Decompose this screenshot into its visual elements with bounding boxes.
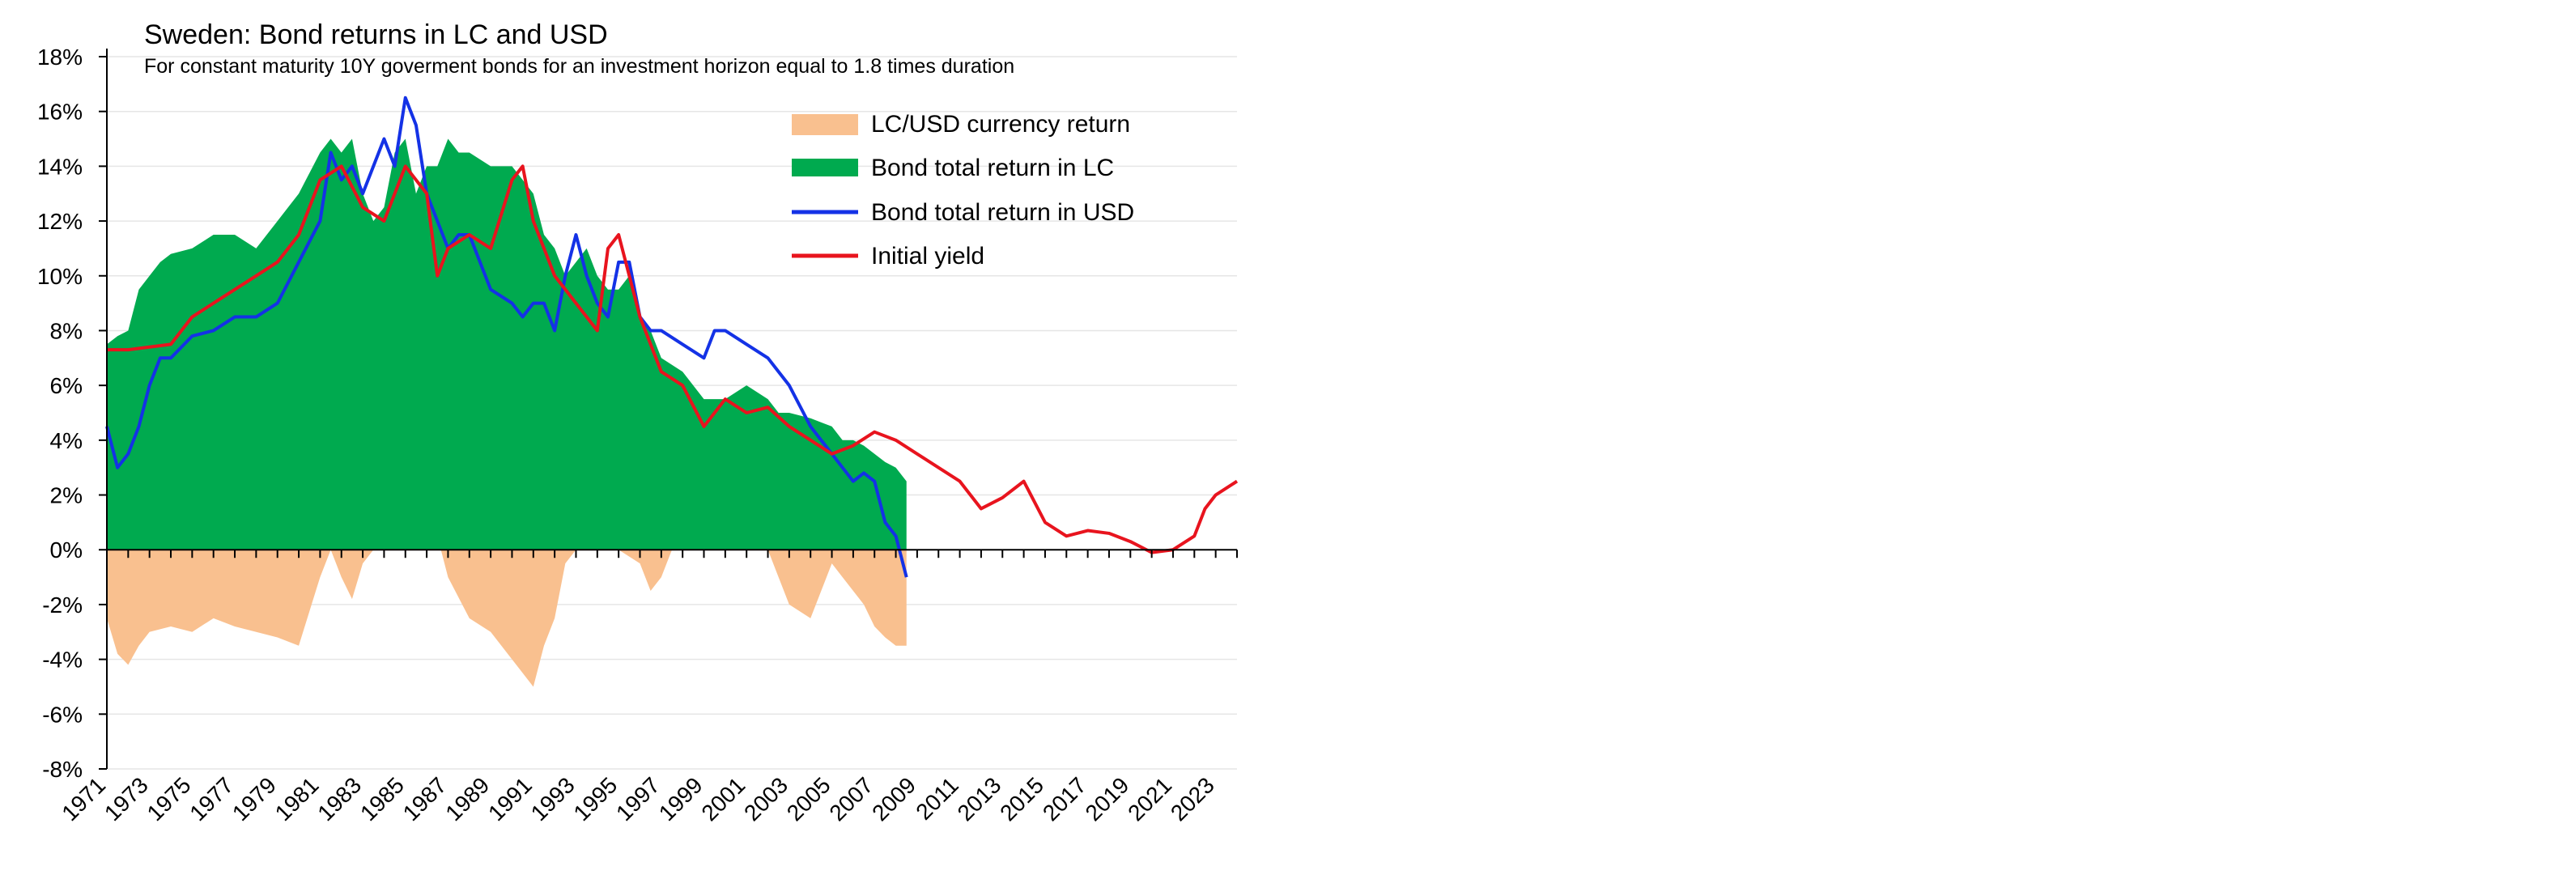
x-tick-label: 2015 — [995, 772, 1048, 826]
x-tick-label: 1997 — [611, 772, 665, 826]
y-tick-labels: 18% 16% 14% 12% 10% 8% 6% 4% 2% 0% -2% -4% -6% -8% — [37, 45, 83, 782]
x-tick-label: 1995 — [568, 772, 622, 826]
chart-title: Sweden: Bond returns in LC and USD — [144, 19, 608, 50]
y-tick-label: 18% — [37, 45, 83, 70]
y-tick-label: 0% — [50, 537, 83, 563]
x-tick-label: 1999 — [654, 772, 708, 826]
y-tick-label: -4% — [42, 648, 83, 673]
x-tick-label: 1973 — [100, 772, 153, 826]
x-tick-label: 2001 — [696, 772, 750, 826]
y-tick-label: -8% — [42, 757, 83, 782]
x-tick-label: 1987 — [398, 772, 452, 826]
x-tick-label: 2003 — [739, 772, 793, 826]
legend-label-usd: Bond total return in USD — [871, 199, 1134, 226]
x-tick-label: 2013 — [953, 772, 1006, 826]
line-series — [105, 96, 1239, 578]
area-series — [107, 138, 907, 687]
x-tick-label: 1991 — [483, 772, 537, 826]
legend: LC/USD currency return Bond total return… — [792, 111, 1134, 270]
legend-swatch-lc — [792, 159, 858, 176]
x-tick-label: 1979 — [227, 772, 281, 826]
y-tick-label: 16% — [37, 100, 83, 125]
legend-swatch-currency — [792, 114, 858, 135]
legend-label-currency: LC/USD currency return — [871, 111, 1130, 138]
area-bond-return-lc — [107, 138, 907, 550]
y-tick-label: -6% — [42, 702, 83, 727]
x-tick-label: 1989 — [440, 772, 494, 826]
y-tick-label: 8% — [50, 318, 83, 343]
legend-label-yield: Initial yield — [871, 243, 984, 270]
x-tick-label: 1977 — [185, 772, 238, 826]
y-tick-label: 12% — [37, 209, 83, 234]
y-tick-label: 10% — [37, 264, 83, 289]
legend-label-lc: Bond total return in LC — [871, 155, 1114, 181]
y-tick-label: 6% — [50, 373, 83, 398]
line-bond-return-usd — [105, 96, 908, 578]
x-tick-label: 2019 — [1081, 772, 1134, 826]
chart-subtitle: For constant maturity 10Y goverment bond… — [144, 55, 1014, 78]
x-tick-label: 2017 — [1038, 772, 1091, 826]
x-tick-label: 2023 — [1166, 772, 1219, 826]
x-tick-labels: 1971197319751977197919811983198519871989… — [57, 772, 1219, 826]
x-tick-label: 1985 — [355, 772, 409, 826]
x-tick-label: 2005 — [782, 772, 835, 826]
x-tick-label: 2007 — [824, 772, 878, 826]
y-tick-label: -2% — [42, 592, 83, 618]
x-tick-label: 2011 — [911, 772, 963, 825]
x-tick-label: 1975 — [142, 772, 196, 826]
x-tick-label: 1983 — [312, 772, 366, 826]
y-tick-label: 2% — [50, 483, 83, 508]
x-tick-label: 1993 — [526, 772, 580, 826]
y-tick-label: 4% — [50, 428, 83, 453]
y-tick-label: 14% — [37, 154, 83, 179]
axes — [99, 49, 1238, 770]
x-tick-label: 1981 — [270, 772, 324, 826]
line-initial-yield — [107, 164, 1239, 554]
x-tick-label: 2009 — [867, 772, 920, 826]
x-tick-label: 2021 — [1123, 772, 1176, 826]
